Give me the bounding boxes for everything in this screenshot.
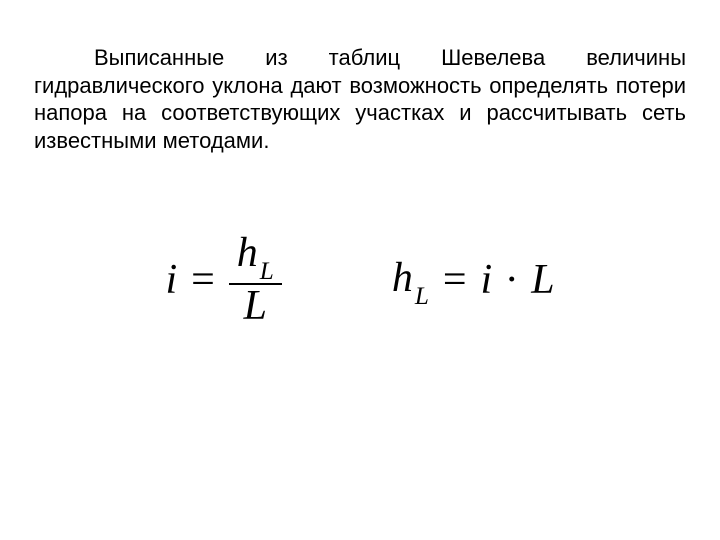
eq2-lhs: hL bbox=[392, 254, 429, 307]
equation-1: i = hL L bbox=[165, 232, 281, 329]
eq2-rhs: i · L bbox=[481, 256, 555, 304]
eq2-equals: = bbox=[443, 256, 467, 304]
formulas-row: i = hL L hL = i · L bbox=[34, 232, 686, 329]
equation-2: hL = i · L bbox=[392, 254, 555, 307]
eq2-dot: · bbox=[503, 257, 521, 303]
eq1-fraction: hL L bbox=[229, 232, 282, 329]
eq2-rhs-left: i bbox=[481, 257, 493, 303]
body-paragraph: Выписанные из таблиц Шевелева величины г… bbox=[34, 44, 686, 154]
eq2-lhs-sub: L bbox=[415, 283, 429, 310]
eq1-numerator: hL bbox=[229, 232, 282, 283]
page: Выписанные из таблиц Шевелева величины г… bbox=[0, 0, 720, 540]
eq1-num-sub: L bbox=[260, 258, 274, 285]
eq1-denominator: L bbox=[236, 285, 275, 329]
eq1-equals: = bbox=[191, 256, 215, 304]
eq2-lhs-base: h bbox=[392, 255, 413, 301]
eq1-lhs: i bbox=[165, 256, 177, 304]
eq1-num-base: h bbox=[237, 230, 258, 276]
eq2-rhs-right: L bbox=[531, 257, 554, 303]
